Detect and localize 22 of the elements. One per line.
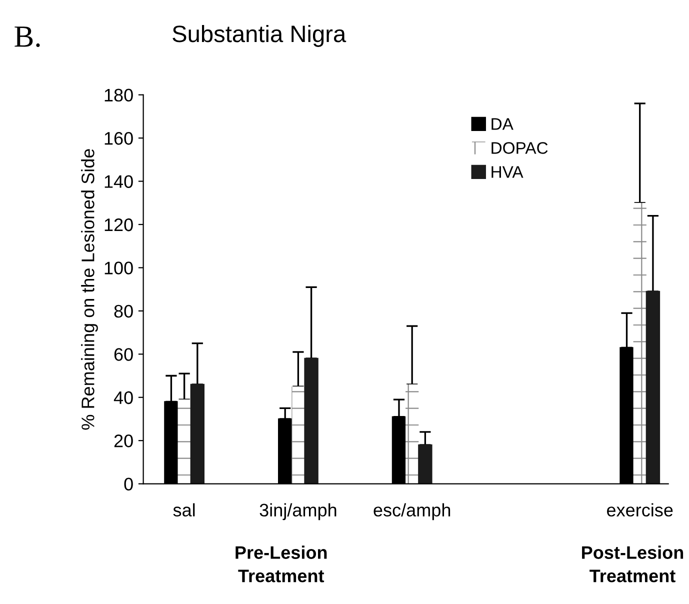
y-tick-label: 60 [114,348,133,361]
y-tick-label: 0 [124,478,133,491]
x-tick-label: sal [173,503,195,517]
y-tick-label: 20 [114,434,133,448]
x-tick-label: esc/amph [374,503,450,520]
y-tick-label: 120 [104,218,133,232]
x-tick-label: 3inj/amph [260,503,336,520]
y-tick-label: 40 [114,391,133,404]
legend-label: DOPAC [492,142,548,154]
y-tick-label: 80 [114,304,133,318]
legend-label: DA [492,118,514,130]
y-tick-label: 160 [104,132,133,145]
x-tick-label: exercise [607,503,673,517]
y-tick-label: 180 [104,88,133,102]
text: Post-Lesion Treatment [582,546,684,582]
text: B. [14,26,40,48]
y-tick-label: 140 [104,175,133,188]
y-tick-label: 100 [104,262,133,274]
legend-label: HVA [492,166,524,178]
chart-title: Substantia Nigra [172,24,346,47]
text: Pre-Lesion Treatment [236,546,327,582]
y-axis-title: % Remaining on the Lesioned Side [81,149,98,430]
